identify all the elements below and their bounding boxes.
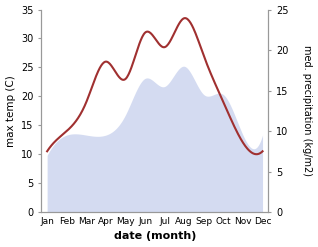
Y-axis label: max temp (C): max temp (C) <box>5 75 16 147</box>
X-axis label: date (month): date (month) <box>114 231 196 242</box>
Y-axis label: med. precipitation (kg/m2): med. precipitation (kg/m2) <box>302 45 313 176</box>
